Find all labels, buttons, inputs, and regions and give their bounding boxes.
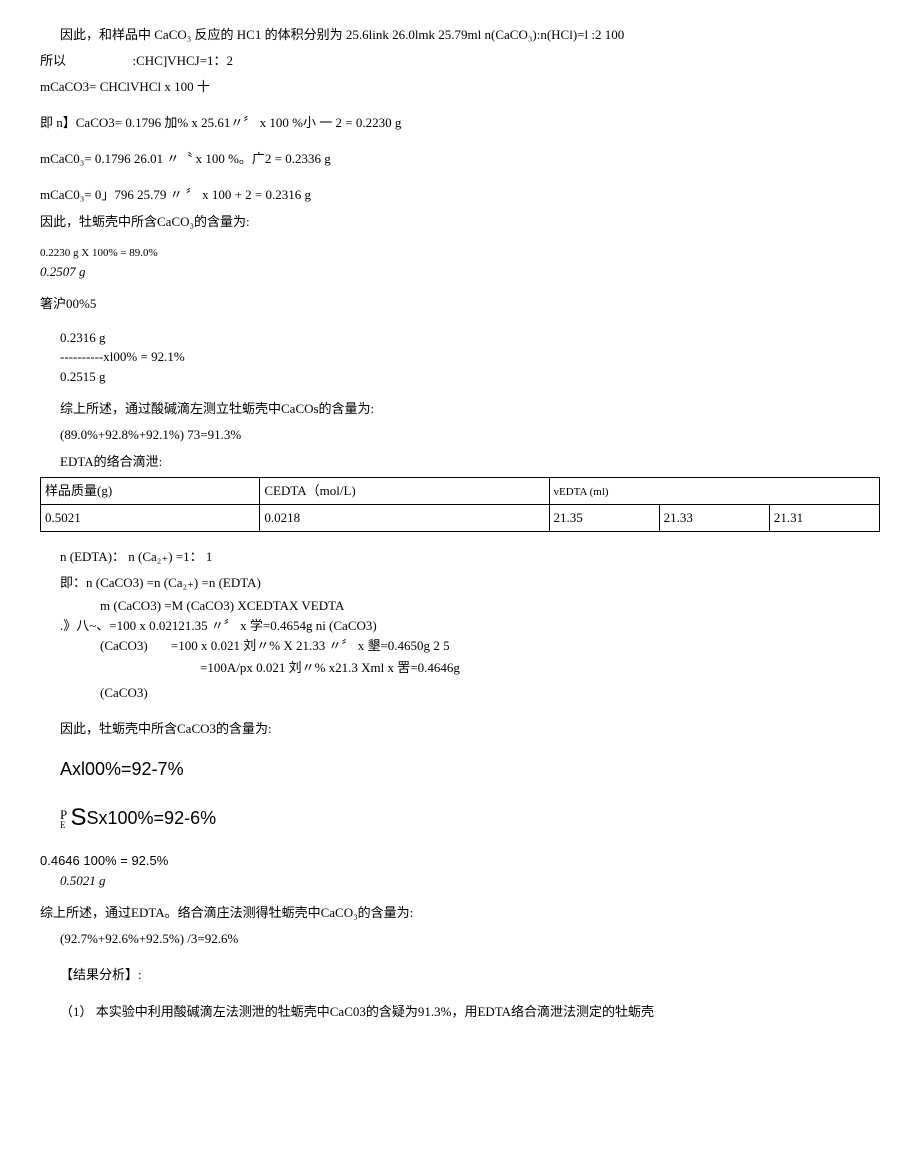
line-garble: 箸沪00%5 [40, 293, 880, 315]
td-v2: 21.33 [659, 504, 769, 531]
line-avg-2: (92.7%+92.6%+92.5%) /3=92.6% [40, 928, 880, 950]
th-vedta: vEDTA (ml) [549, 477, 879, 504]
pct2-s: S [70, 804, 86, 831]
line-analysis-1: （1） 本实验中利用酸碱滴左法测泄的牡蛎壳中CaC03的含疑为91.3%，用ED… [40, 1001, 880, 1023]
line-summary-1: 综上所述，通过酸碱滴左测立牡蛎壳中CaCOs的含量为: [40, 398, 880, 420]
td-cedta: 0.0218 [260, 504, 549, 531]
frac-2-den: 0.2515 g [40, 369, 880, 385]
ratio-expr: :CHC]VHCJ=1：2 [133, 53, 234, 68]
line-result-label-2: 因此，牡蛎壳中所含CaCO3的含量为: [40, 718, 880, 740]
frac-1-den: 0.2507 g [40, 264, 880, 280]
line-nrel: 即：n (CaCO3) =n (Ca₂₊) =n (EDTA) [40, 572, 880, 594]
line-nedta: n (EDTA)： n (Ca₂₊) =1： 1 [40, 546, 880, 568]
pct2-e: E [60, 821, 67, 830]
line-calc-3: mCaC0₃= 0」796 25.79 〃 〞 x 100 + 2 = 0.23… [40, 184, 880, 206]
line-pct-1: Axl00%=92-7% [40, 754, 880, 785]
th-cedta: CEDTA（mol/L) [260, 477, 549, 504]
line-edta-title: EDTA的络合滴泄: [40, 451, 880, 473]
pct2-p: P [60, 808, 67, 821]
td-mass: 0.5021 [41, 504, 260, 531]
td-v1: 21.35 [549, 504, 659, 531]
caco3-label-2a: (CaCO3) [40, 637, 148, 655]
th-vedta-text: vEDTA (ml) [554, 486, 609, 498]
line-calc-1: 即 n】CaCO3= 0.1796 加% x 25.61〃〞 x 100 %小 … [40, 112, 880, 134]
line-suoyi: 所以 :CHC]VHCJ=1：2 [40, 50, 880, 72]
line-mcaco3-a: mCaCO3= CHClVHCl x 100 十 [40, 76, 880, 98]
line-edta-calc-1: .》八~、=100 x 0.02121.35 〃〞 x 学=0.4654g ni… [40, 618, 880, 634]
td-v3: 21.31 [769, 504, 879, 531]
line-edta-calc-3: =100A/px 0.021 刘〃% x21.3 Xml x 罟=0.4646g [100, 659, 880, 677]
frac-3-num: 0.4646 100% = 92.5% [40, 853, 880, 869]
line-avg-1: (89.0%+92.8%+92.1%) 73=91.3% [40, 424, 880, 446]
line-intro: 因此，和样品中 CaCO₃ 反应的 HC1 的体积分别为 25.6link 26… [40, 24, 880, 46]
edta-calc-2-suffix: 2 5 [433, 638, 449, 653]
line-edta-calc-2: (CaCO3) =100 x 0.021 刘〃% X 21.33 〃〞 x 墾=… [40, 637, 880, 655]
caco3-label-3: (CaCO3) [40, 682, 880, 704]
line-result-label-1: 因此，牡蛎壳中所含CaCO₃的含量为: [40, 211, 880, 233]
th-mass: 样品质量(g) [41, 477, 260, 504]
pct2-rest: Sx100%=92-6% [87, 808, 217, 828]
line-pct-2: P E SSx100%=92-6% [40, 798, 880, 839]
line-mcaco3-formula: m (CaCO3) =M (CaCO3) XCEDTAX VEDTA [40, 598, 880, 614]
line-summary-2: 综上所述，通过EDTA。络合滴庄法测得牡蛎壳中CaCO₃的含量为: [40, 902, 880, 924]
suoyi-label: 所以 [40, 53, 66, 68]
frac-2-num: 0.2316 g [40, 330, 880, 346]
edta-table: 样品质量(g) CEDTA（mol/L) vEDTA (ml) 0.5021 0… [40, 477, 880, 532]
frac-2-mid: ----------xl00% = 92.1% [40, 349, 880, 365]
frac-3-den-text: 0.5021 g [60, 873, 106, 888]
frac-1-den-text: 0.2507 g [40, 264, 86, 279]
line-analysis-title: 【结果分析】: [40, 964, 880, 986]
edta-calc-2-expr: =100 x 0.021 刘〃% X 21.33 〃〞 x 墾=0.4650g [171, 637, 430, 655]
line-calc-2: mCaC0₃= 0.1796 26.01 〃〝 x 100 %。广2 = 0.2… [40, 148, 880, 170]
frac-3-den: 0.5021 g [40, 873, 880, 889]
frac-1-num: 0.2230 g X 100% = 89.0% [40, 247, 880, 260]
